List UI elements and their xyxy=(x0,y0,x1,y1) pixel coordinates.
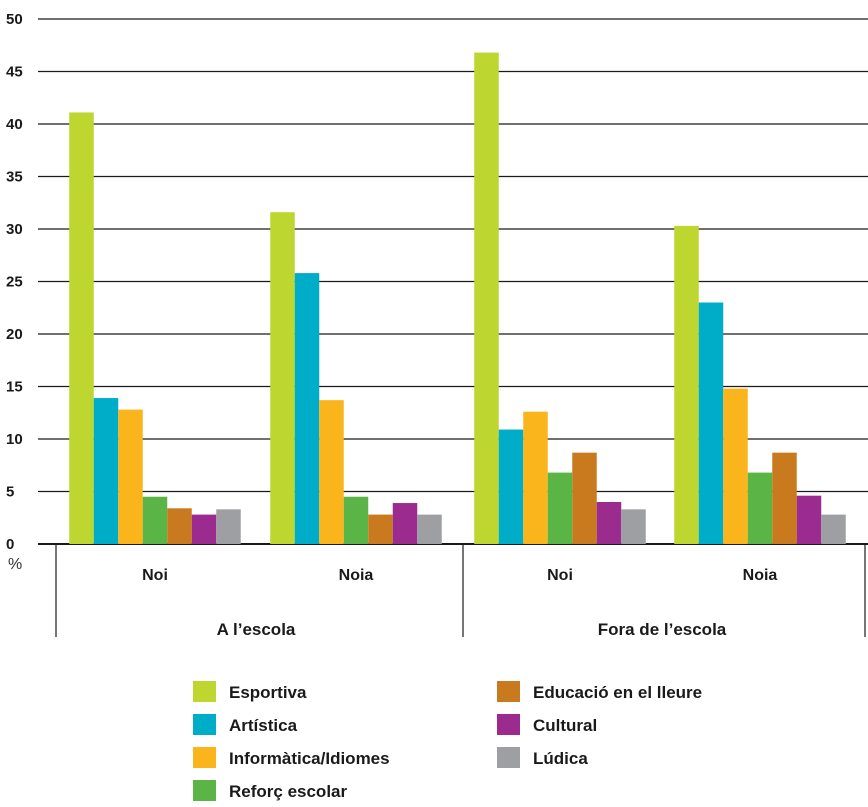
y-tick-label: 30 xyxy=(6,221,23,238)
bar xyxy=(596,502,622,544)
bar xyxy=(294,273,320,544)
legend-swatch xyxy=(193,747,216,768)
x-group-label: Fora de l’escola xyxy=(598,620,727,639)
legend-item: Esportiva xyxy=(193,681,307,702)
bar xyxy=(191,514,217,544)
legend-swatch xyxy=(497,714,520,735)
bar xyxy=(547,472,573,544)
bars xyxy=(69,52,846,544)
legend-label: Informàtica/Idiomes xyxy=(229,749,390,768)
bar xyxy=(674,225,699,544)
legend-item: Lúdica xyxy=(497,747,588,768)
y-tick-label: 0 xyxy=(6,536,14,553)
legend-item: Educació en el lleure xyxy=(497,681,702,702)
x-tick-label: Noia xyxy=(743,567,778,584)
bar xyxy=(417,514,442,544)
y-tick-label: 35 xyxy=(6,169,23,186)
legend: Esportiva Artística Informàtica/Idiomes Ref… xyxy=(193,681,702,801)
bar xyxy=(498,429,524,544)
legend-item: Reforç escolar xyxy=(193,780,347,801)
bar xyxy=(572,452,597,544)
bar xyxy=(142,496,168,544)
x-group-label: A l’escola xyxy=(217,620,296,639)
bar xyxy=(368,514,393,544)
legend-swatch xyxy=(193,681,216,702)
legend-swatch xyxy=(497,681,520,702)
x-tick-label: Noia xyxy=(339,567,374,584)
bar xyxy=(93,398,119,544)
x-axis-labels: Noi Noia Noi Noia A l’escola Fora de l’escola xyxy=(55,544,866,639)
bar xyxy=(69,112,94,544)
axes: % 0 5 10 15 20 25 30 35 40 45 50 xyxy=(6,11,23,573)
legend-label: Educació en el lleure xyxy=(533,683,702,702)
bar xyxy=(747,472,773,544)
bar xyxy=(723,388,748,544)
y-tick-label: 50 xyxy=(6,11,23,28)
legend-item: Informàtica/Idiomes xyxy=(193,747,390,768)
y-tick-label: 5 xyxy=(6,484,14,501)
y-tick-label: 15 xyxy=(6,379,23,396)
bar xyxy=(270,212,295,544)
bar xyxy=(821,514,846,544)
y-tick-label: 45 xyxy=(6,64,23,81)
legend-swatch xyxy=(193,780,216,801)
y-tick-label: 40 xyxy=(6,116,23,133)
legend-label: Esportiva xyxy=(229,683,307,702)
legend-item: Artística xyxy=(193,714,298,735)
bar xyxy=(319,400,344,544)
bar xyxy=(343,496,369,544)
x-tick-label: Noi xyxy=(547,567,573,584)
bar xyxy=(772,452,797,544)
legend-label: Lúdica xyxy=(533,749,588,768)
bar xyxy=(621,509,646,544)
legend-label: Cultural xyxy=(533,716,597,735)
gridlines xyxy=(38,18,868,545)
y-tick-label: 25 xyxy=(6,274,23,291)
bar xyxy=(698,302,724,544)
bar xyxy=(167,508,192,544)
x-tick-label: Noi xyxy=(142,567,168,584)
legend-item: Cultural xyxy=(497,714,597,735)
bar xyxy=(392,503,418,544)
bar xyxy=(216,509,241,544)
legend-label: Reforç escolar xyxy=(229,782,347,801)
bar xyxy=(118,409,143,544)
legend-swatch xyxy=(497,747,520,768)
legend-swatch xyxy=(193,714,216,735)
bar xyxy=(474,52,499,544)
y-unit-label: % xyxy=(8,556,22,573)
legend-label: Artística xyxy=(229,716,298,735)
y-tick-label: 10 xyxy=(6,431,23,448)
bar xyxy=(523,411,548,544)
bar xyxy=(796,495,822,544)
y-tick-label: 20 xyxy=(6,326,23,343)
